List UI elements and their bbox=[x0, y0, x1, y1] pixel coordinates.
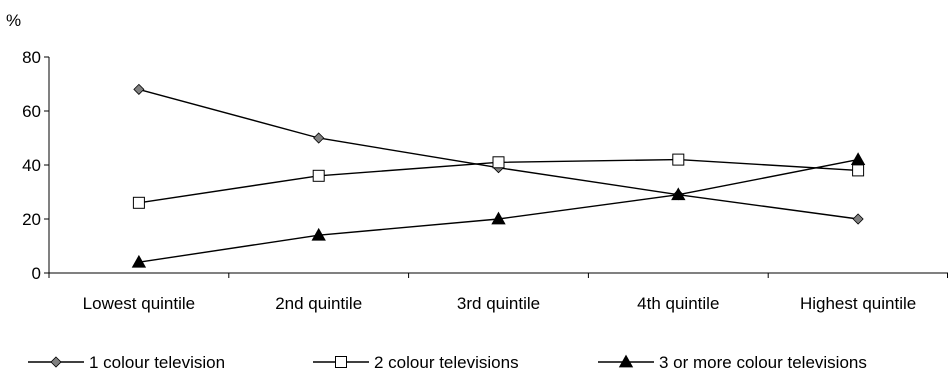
legend-marker-triangle bbox=[618, 354, 634, 368]
data-point-square bbox=[312, 169, 325, 182]
legend-label: 1 colour television bbox=[89, 353, 225, 372]
y-axis-ticks: 0 20 40 60 80 bbox=[22, 48, 50, 283]
x-axis: Lowest quintile 2nd quintile 3rd quintile 4… bbox=[48, 272, 948, 313]
data-point-square bbox=[492, 156, 505, 169]
data-point-square bbox=[132, 196, 145, 209]
data-point-triangle bbox=[491, 211, 506, 225]
legend-marker-diamond bbox=[50, 356, 62, 368]
legend-marker-square bbox=[335, 356, 347, 368]
legend-label: 2 colour televisions bbox=[374, 353, 519, 372]
series-line-1 bbox=[138, 88, 859, 220]
x-tick-label: Lowest quintile bbox=[83, 294, 195, 313]
y-tick-label: 20 bbox=[22, 210, 41, 229]
data-point-triangle bbox=[671, 187, 686, 201]
data-point-square bbox=[852, 164, 865, 177]
x-tick-label: Highest quintile bbox=[800, 294, 916, 313]
x-tick-label: 2nd quintile bbox=[275, 294, 362, 313]
series-layer bbox=[131, 83, 866, 268]
data-point-triangle bbox=[131, 254, 147, 268]
y-tick-label: 60 bbox=[22, 102, 41, 121]
legend-label: 3 or more colour televisions bbox=[659, 353, 867, 372]
series-line-3 bbox=[138, 158, 859, 263]
data-point-triangle bbox=[850, 152, 866, 166]
x-tick-label: 4th quintile bbox=[637, 294, 719, 313]
legend: 1 colour television 2 colour televisions 3… bbox=[28, 353, 867, 372]
x-tick-label: 3rd quintile bbox=[457, 294, 540, 313]
y-tick-label: 40 bbox=[22, 156, 41, 175]
data-point-square bbox=[672, 153, 685, 166]
y-tick-label: 0 bbox=[32, 264, 41, 283]
data-point-diamond bbox=[133, 83, 145, 95]
y-tick-label: 80 bbox=[22, 48, 41, 67]
data-point-triangle bbox=[311, 227, 326, 241]
data-point-diamond bbox=[852, 213, 864, 225]
y-unit-label: % bbox=[6, 11, 21, 30]
data-point-diamond bbox=[313, 132, 325, 144]
